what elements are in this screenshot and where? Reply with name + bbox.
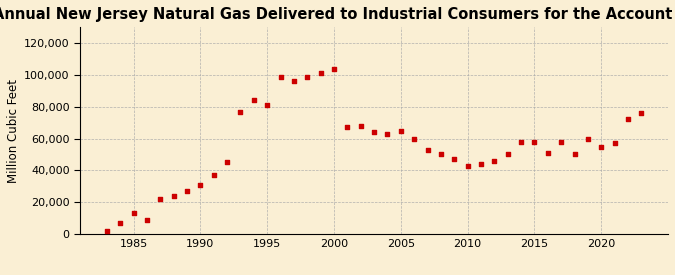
- Point: [502, 152, 513, 157]
- Point: [529, 139, 540, 144]
- Point: [569, 152, 580, 157]
- Point: [435, 152, 446, 157]
- Point: [235, 109, 246, 114]
- Point: [315, 71, 326, 76]
- Point: [101, 229, 112, 233]
- Point: [115, 221, 126, 225]
- Point: [262, 103, 273, 107]
- Point: [329, 66, 340, 71]
- Point: [275, 74, 286, 79]
- Point: [489, 159, 500, 163]
- Point: [622, 117, 633, 122]
- Point: [462, 163, 473, 168]
- Point: [476, 162, 487, 166]
- Point: [355, 124, 366, 128]
- Point: [168, 194, 179, 198]
- Point: [209, 173, 219, 177]
- Point: [396, 128, 406, 133]
- Point: [182, 189, 192, 193]
- Point: [369, 130, 379, 134]
- Point: [382, 132, 393, 136]
- Point: [142, 218, 153, 222]
- Point: [155, 197, 166, 201]
- Point: [636, 111, 647, 115]
- Point: [610, 141, 620, 145]
- Point: [248, 98, 259, 103]
- Point: [583, 136, 593, 141]
- Point: [596, 144, 607, 149]
- Point: [556, 139, 566, 144]
- Point: [221, 160, 232, 165]
- Point: [422, 147, 433, 152]
- Point: [288, 79, 299, 84]
- Point: [449, 157, 460, 161]
- Point: [128, 211, 139, 216]
- Point: [195, 182, 206, 187]
- Title: Annual New Jersey Natural Gas Delivered to Industrial Consumers for the Account : Annual New Jersey Natural Gas Delivered …: [0, 7, 675, 22]
- Point: [409, 136, 420, 141]
- Point: [543, 151, 554, 155]
- Point: [342, 125, 353, 130]
- Y-axis label: Million Cubic Feet: Million Cubic Feet: [7, 79, 20, 183]
- Point: [516, 139, 526, 144]
- Point: [302, 74, 313, 79]
